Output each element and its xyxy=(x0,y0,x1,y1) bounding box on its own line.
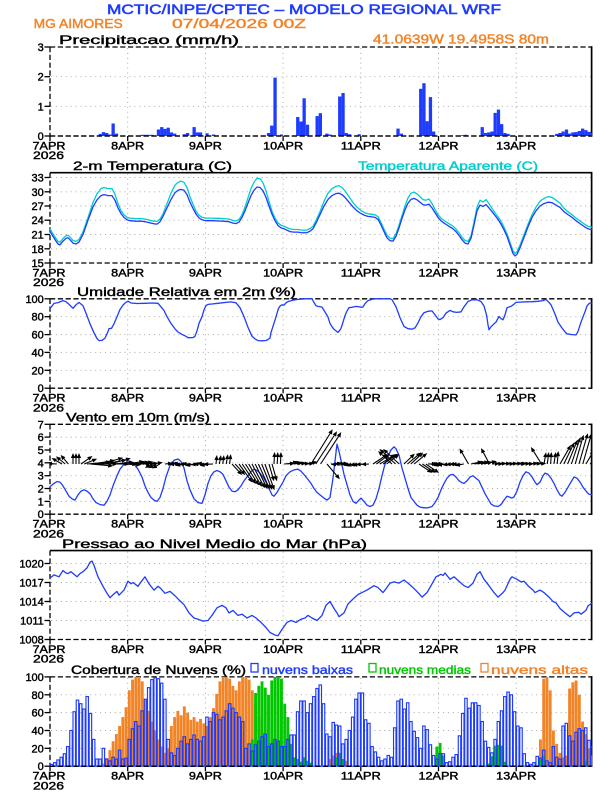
svg-text:40: 40 xyxy=(32,726,44,738)
svg-text:10APR: 10APR xyxy=(263,393,303,405)
svg-text:1014: 1014 xyxy=(19,597,43,609)
svg-text:0: 0 xyxy=(38,131,44,143)
svg-text:11APR: 11APR xyxy=(341,268,381,280)
svg-text:24: 24 xyxy=(32,215,44,227)
svg-text:20: 20 xyxy=(32,743,44,755)
svg-text:8APR: 8APR xyxy=(111,771,144,783)
svg-text:3: 3 xyxy=(38,42,44,54)
svg-text:7APR: 7APR xyxy=(33,268,66,280)
svg-text:12APR: 12APR xyxy=(419,519,459,531)
svg-text:8APR: 8APR xyxy=(111,644,144,656)
svg-text:9APR: 9APR xyxy=(189,519,222,531)
svg-text:9APR: 9APR xyxy=(189,268,222,280)
svg-text:11APR: 11APR xyxy=(341,644,381,656)
svg-text:nuvens altas: nuvens altas xyxy=(491,663,588,677)
svg-text:2026: 2026 xyxy=(33,150,64,162)
svg-text:9APR: 9APR xyxy=(189,141,222,153)
svg-text:1011: 1011 xyxy=(20,616,44,628)
svg-text:2026: 2026 xyxy=(33,528,64,540)
svg-text:9APR: 9APR xyxy=(189,393,222,405)
svg-text:4: 4 xyxy=(38,458,44,470)
svg-text:60: 60 xyxy=(32,330,44,342)
svg-text:2026: 2026 xyxy=(33,780,64,792)
svg-text:1020: 1020 xyxy=(19,559,43,571)
svg-text:7: 7 xyxy=(38,419,44,431)
svg-text:12APR: 12APR xyxy=(419,141,459,153)
svg-text:18: 18 xyxy=(32,244,44,256)
svg-text:10APR: 10APR xyxy=(263,141,303,153)
svg-text:2: 2 xyxy=(38,72,44,84)
svg-text:2026: 2026 xyxy=(33,277,64,289)
svg-text:MG AIMORES: MG AIMORES xyxy=(34,17,123,31)
svg-text:41.0639W 19.4958S 80m: 41.0639W 19.4958S 80m xyxy=(373,33,549,47)
svg-text:20: 20 xyxy=(32,365,44,377)
svg-text:13APR: 13APR xyxy=(496,268,536,280)
svg-text:1017: 1017 xyxy=(19,578,43,590)
svg-text:MCTIC/INPE/CPTEC – MODELO REGI: MCTIC/INPE/CPTEC – MODELO REGIONAL WRF xyxy=(107,1,501,17)
svg-text:2-m Temperatura (C): 2-m Temperatura (C) xyxy=(73,159,232,173)
svg-text:100: 100 xyxy=(25,294,43,306)
svg-text:11APR: 11APR xyxy=(341,393,381,405)
svg-text:7APR: 7APR xyxy=(33,519,66,531)
svg-text:40: 40 xyxy=(32,347,44,359)
svg-text:9APR: 9APR xyxy=(189,644,222,656)
svg-text:5: 5 xyxy=(38,445,44,457)
svg-text:11APR: 11APR xyxy=(341,771,381,783)
svg-text:0: 0 xyxy=(38,383,44,395)
svg-text:7APR: 7APR xyxy=(33,771,66,783)
svg-text:13APR: 13APR xyxy=(496,644,536,656)
svg-text:nuvens baixas: nuvens baixas xyxy=(262,663,353,677)
svg-text:13APR: 13APR xyxy=(496,519,536,531)
svg-text:9APR: 9APR xyxy=(189,771,222,783)
svg-text:6: 6 xyxy=(38,432,44,444)
svg-text:Vento em 10m (m/s): Vento em 10m (m/s) xyxy=(66,411,210,425)
svg-text:12APR: 12APR xyxy=(419,644,459,656)
svg-text:0: 0 xyxy=(38,509,44,521)
svg-text:1: 1 xyxy=(38,496,44,508)
svg-text:13APR: 13APR xyxy=(496,141,536,153)
svg-text:Precipitacao (mm/h): Precipitacao (mm/h) xyxy=(59,33,239,47)
svg-text:2: 2 xyxy=(38,484,44,496)
svg-text:8APR: 8APR xyxy=(111,268,144,280)
svg-text:2026: 2026 xyxy=(33,402,64,414)
svg-text:8APR: 8APR xyxy=(111,141,144,153)
svg-text:33: 33 xyxy=(32,173,44,185)
svg-text:8APR: 8APR xyxy=(111,519,144,531)
svg-text:12APR: 12APR xyxy=(419,771,459,783)
svg-text:10APR: 10APR xyxy=(263,644,303,656)
svg-text:2026: 2026 xyxy=(33,654,64,666)
svg-text:80: 80 xyxy=(32,690,44,702)
svg-text:15: 15 xyxy=(32,258,44,270)
svg-text:nuvens medias: nuvens medias xyxy=(379,663,471,677)
svg-text:0: 0 xyxy=(38,761,44,773)
svg-text:100: 100 xyxy=(25,672,43,684)
svg-text:07/04/2026 00Z: 07/04/2026 00Z xyxy=(172,17,307,31)
svg-text:3: 3 xyxy=(38,471,44,483)
svg-text:12APR: 12APR xyxy=(419,393,459,405)
svg-text:21: 21 xyxy=(32,230,44,242)
svg-text:7APR: 7APR xyxy=(33,141,66,153)
svg-text:Temperatura Aparente (C): Temperatura Aparente (C) xyxy=(358,159,538,173)
svg-text:10APR: 10APR xyxy=(263,519,303,531)
svg-text:30: 30 xyxy=(32,187,44,199)
svg-text:13APR: 13APR xyxy=(496,393,536,405)
svg-text:27: 27 xyxy=(32,201,44,213)
svg-text:80: 80 xyxy=(32,312,44,324)
svg-text:10APR: 10APR xyxy=(263,268,303,280)
svg-text:1008: 1008 xyxy=(19,635,43,647)
svg-text:Cobertura de Nuvens (%): Cobertura de Nuvens (%) xyxy=(71,663,246,677)
svg-text:11APR: 11APR xyxy=(341,519,381,531)
svg-text:10APR: 10APR xyxy=(263,771,303,783)
svg-text:1: 1 xyxy=(38,101,44,113)
svg-text:7APR: 7APR xyxy=(33,644,66,656)
svg-text:7APR: 7APR xyxy=(33,393,66,405)
svg-text:11APR: 11APR xyxy=(341,141,381,153)
svg-text:13APR: 13APR xyxy=(496,771,536,783)
svg-text:Pressao ao Nivel Medio do Mar: Pressao ao Nivel Medio do Mar (hPa) xyxy=(62,537,367,551)
svg-text:Umidade Relativa em 2m (%): Umidade Relativa em 2m (%) xyxy=(77,285,296,299)
svg-text:12APR: 12APR xyxy=(419,268,459,280)
svg-text:60: 60 xyxy=(32,708,44,720)
svg-text:8APR: 8APR xyxy=(111,393,144,405)
